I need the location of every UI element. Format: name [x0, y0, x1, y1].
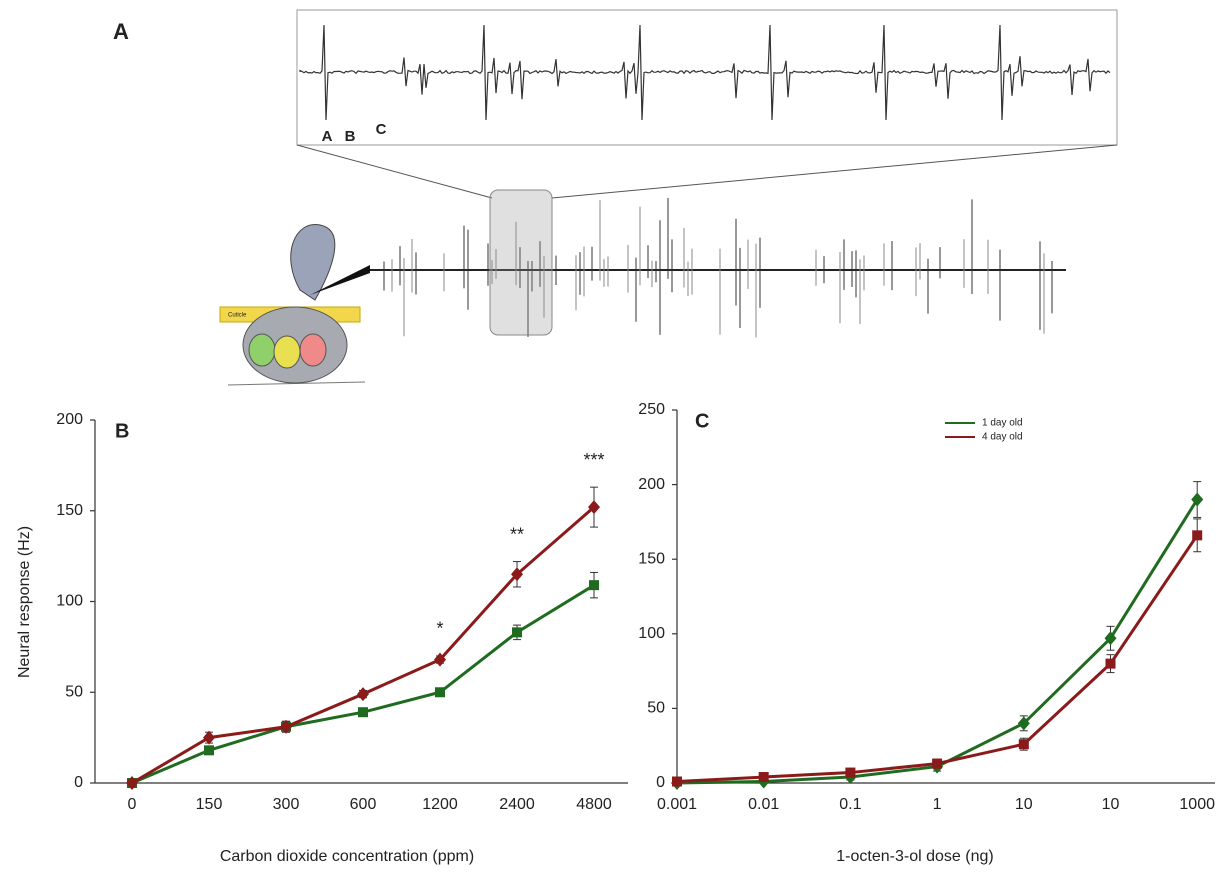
series-line	[131, 583, 595, 785]
legend-label: 1 day old	[982, 418, 1023, 429]
x-tick-label: 4800	[576, 796, 612, 813]
marker	[588, 500, 600, 515]
marker	[672, 776, 682, 787]
main-trace	[365, 197, 1066, 338]
x-tick-label: 0	[128, 796, 137, 813]
marker	[435, 687, 445, 698]
y-tick-label: 200	[56, 411, 83, 428]
marker	[204, 745, 214, 756]
marker	[512, 627, 522, 638]
marker	[1017, 716, 1030, 731]
x-tick-label: 1000	[1179, 796, 1215, 813]
marker	[203, 730, 215, 745]
series-line	[676, 498, 1199, 785]
x-tick-label: 300	[273, 796, 300, 813]
x-tick-label: 0.001	[657, 796, 697, 813]
marker	[589, 580, 599, 591]
marker	[434, 652, 446, 667]
y-tick-label: 150	[56, 502, 83, 519]
y-tick-label: 0	[656, 774, 665, 791]
series-line	[676, 534, 1199, 784]
panel-label: C	[695, 410, 709, 432]
spike-label: B	[345, 128, 356, 145]
trace	[299, 24, 1111, 121]
marker	[1191, 492, 1204, 507]
y-tick-label: 0	[74, 774, 83, 791]
x-tick-label: 10	[1015, 796, 1033, 813]
legend-label: 4 day old	[982, 432, 1023, 443]
zoom-line	[296, 144, 493, 199]
y-axis-label: Neural response (Hz)	[16, 526, 33, 678]
marker	[511, 567, 523, 582]
y-tick-label: 50	[65, 683, 83, 700]
spike-label: A	[322, 128, 333, 145]
x-tick-label: 1	[933, 796, 942, 813]
y-tick-label: 100	[638, 625, 665, 642]
marker	[932, 758, 943, 769]
significance-label: **	[510, 524, 524, 544]
chart-co2: B 0 50 100 150 200 0 150 300 600 1200 2400 4800 Neura…	[16, 411, 628, 865]
zoom-line	[551, 144, 1118, 199]
highlight	[489, 189, 553, 336]
significance-label: *	[436, 619, 443, 639]
x-axis-label: 1-octen-3-ol dose (ng)	[836, 848, 993, 865]
x-tick-label: 0.01	[748, 796, 779, 813]
spike-label: C	[376, 121, 387, 138]
marker	[758, 772, 769, 783]
marker	[126, 776, 138, 790]
chart-octenol: C 0 50 100 150 200 250 0.001 0.01 0.1 1 10 10 1000 1-o…	[638, 401, 1215, 865]
x-tick-label: 150	[196, 796, 223, 813]
x-tick-label: 600	[350, 796, 377, 813]
marker	[357, 687, 369, 702]
x-tick-label: 2400	[499, 796, 535, 813]
marker	[280, 719, 292, 734]
cuticle-label: Cuticle	[228, 313, 247, 319]
y-tick-label: 50	[647, 700, 665, 717]
inset-box	[296, 9, 1118, 146]
marker	[845, 767, 856, 778]
y-tick-label: 100	[56, 593, 83, 610]
y-tick-label: 200	[638, 476, 665, 493]
inset-trace	[299, 24, 1111, 121]
marker	[1105, 658, 1116, 669]
x-tick-label: 10	[1102, 796, 1120, 813]
x-axis-label: Carbon dioxide concentration (ppm)	[220, 848, 474, 865]
panel-label: A	[113, 19, 129, 44]
significance-label: ***	[583, 450, 604, 470]
y-tick-label: 150	[638, 550, 665, 567]
y-tick-label: 250	[638, 401, 665, 418]
series-line	[131, 505, 595, 785]
marker	[1018, 739, 1029, 750]
sensillum-drawing: Cuticle	[219, 224, 370, 386]
x-tick-label: 0.1	[839, 796, 861, 813]
panel-label: B	[115, 420, 129, 442]
marker	[1192, 530, 1203, 541]
marker	[1104, 631, 1117, 646]
x-tick-label: 1200	[422, 796, 458, 813]
marker	[358, 707, 368, 718]
